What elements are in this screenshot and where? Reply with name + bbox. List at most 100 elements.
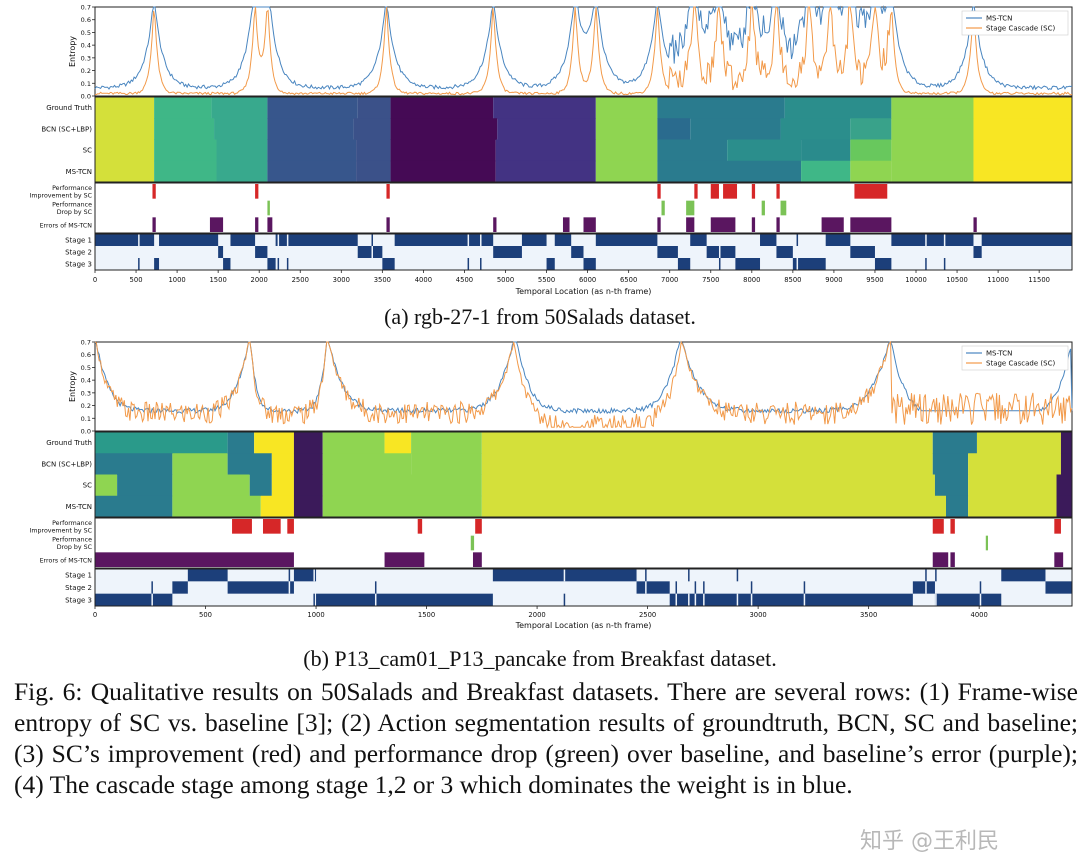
chart-a-stage-gap [943,234,946,246]
chart-a-seg-bcn-block [497,118,596,140]
chart-a-seg-sc-block [595,139,658,162]
chart-a-seg-ground-truth-block [390,97,494,119]
chart-b-xtick-label: 3000 [749,611,766,619]
chart-a-stage-flicker [718,258,721,270]
chart-a-stage-block [230,234,256,246]
chart-b-ylabel: Entropy [68,371,77,402]
chart-a-seg-ground-truth-block [595,97,658,119]
chart-b-perf-errors-mark [932,552,949,567]
chart-b-stage-gap [288,581,291,594]
chart-a-xtick-label: 0 [93,276,97,284]
chart-a-seg-sc-block [727,139,802,162]
chart-b-seg-sc-block [934,474,969,497]
chart-a-perf-label-errors: Errors of MS-TCN [40,223,93,230]
chart-a-perf-errors-mark [386,217,390,232]
chart-a-stage-block [583,258,596,270]
chart-b-stage-block [1045,581,1072,594]
chart-b-stage-flicker [151,581,153,594]
chart-a-perf-errors-mark [209,217,224,232]
chart-b-perf-improvement-mark [232,519,252,534]
chart-a-ytick-label: 0.5 [81,29,91,37]
chart-b-seg-bcn-block [1060,453,1072,475]
chart-b-seg-bcn-block [293,453,323,475]
chart-a-seg-ms-tcn-block [356,160,391,183]
chart-a-xtick-label: 3000 [333,276,350,284]
chart-a-stage-block [159,234,219,246]
chart-a-stage-flicker [371,234,374,246]
chart-a-seg-ms-tcn-block [216,160,268,183]
chart-a-xtick-label: 10500 [946,276,968,284]
chart-b-seg-sc-block [271,474,294,497]
chart-a-perf-drop-mark [761,200,765,216]
chart-a-perf-improvement-mark [751,184,756,199]
chart-a-ytick-label: 0.0 [81,93,91,101]
chart-b-seg-sc-block [968,474,1057,497]
chart-b-perf-improvement-mark [932,519,944,534]
chart-b-perf-label-drop: Performance [52,537,92,544]
chart-a-series-sc [94,6,1073,96]
chart-b-stage-flicker [803,581,806,594]
chart-b-seg-ground-truth-block [293,432,323,454]
watermark: 知乎 @王利民 [860,829,999,854]
chart-a-xtick-label: 7500 [702,276,719,284]
chart-b-stage-gap [979,593,982,606]
chart-a-seg-bcn-block [595,118,658,140]
chart-b-perf-errors-mark [95,552,294,567]
chart-b-xtick-label: 0 [93,611,97,619]
chart-b-stage-flicker [925,569,927,582]
chart-a-perf-errors-mark [973,217,977,232]
chart-a-stage-block [850,246,875,258]
chart-b-perf-frame [94,517,1073,569]
chart-a-perf-errors-mark [562,217,570,232]
chart-b-seg-bcn-block [227,453,272,475]
chart-a-stage-block [521,234,547,246]
chart-b-perf-label-errors: Errors of MS-TCN [40,558,93,565]
chart-b-legend-label-sc: Stage Cascade (SC) [986,360,1055,368]
chart-a-xtick-label: 7000 [661,276,678,284]
chart-a-seg-sc-block [891,139,974,162]
chart-a-stage-gap [796,258,799,270]
chart-a-perf-errors-mark [710,217,736,232]
chart-b-perf-errors-mark [950,552,955,567]
chart-a-perf-label-improvement: Performance [52,185,92,192]
chart-a-seg-bcn-block [154,118,215,140]
chart-a-seg-ground-truth-block [211,97,268,119]
chart-b-seg-sc-block [249,474,272,497]
chart-a-stage-block [357,246,383,258]
chart-a-stage-flicker [943,258,946,270]
chart-b-seg-row-label: Ground Truth [46,439,92,447]
chart-b-perf-errors-mark [1054,552,1064,567]
chart-b-ytick-label: 0.7 [81,339,91,347]
chart-b-seg-ms-tcn-block [293,495,323,518]
chart-b-perf-drop-mark [985,535,989,551]
subfigure-a-caption: (a) rgb-27-1 from 50Salads dataset. [384,304,696,329]
chart-a-stage-block [735,258,761,270]
chart-b-perf-errors-mark [472,552,482,567]
chart-b-seg-ms-tcn-block [481,495,947,518]
chart-a-stage-block [95,234,155,246]
chart-b-stage-flicker [645,569,647,582]
chart-a-legend-label-sc: Stage Cascade (SC) [986,25,1055,33]
chart-b-seg-ms-tcn-block [95,495,173,518]
chart-a-xtick-label: 6500 [620,276,637,284]
chart-b-seg-ms-tcn-block [1056,495,1072,518]
chart-a-xtick-label: 8500 [784,276,801,284]
chart-b-seg-bcn-block [411,453,482,475]
chart-a-seg-bcn-block [95,118,155,140]
chart-b-series-ms-tcn [94,341,1073,415]
chart-a-ytick-label: 0.1 [81,80,91,88]
chart-b-stage-flicker [736,569,739,582]
chart-a-seg-ground-truth-block [493,97,596,119]
chart-b-seg-sc-block [117,474,173,497]
chart-a-stage-block [255,246,268,258]
chart-b-stage-block [1001,569,1046,582]
subfigure-b-caption: (b) P13_cam01_P13_pancake from Breakfast… [303,646,777,671]
chart-a-seg-sc-block [267,139,357,162]
chart-a-perf-errors-mark [255,217,259,232]
chart-a-seg-bcn-block [353,118,391,140]
chart-a-seg-sc-block [850,139,892,162]
chart-a-perf-errors-mark [751,217,756,232]
chart-b-perf-label-drop-2: Drop by SC [57,544,93,551]
chart-a-xtick-label: 11000 [987,276,1009,284]
chart-b-stage-gap [750,593,753,606]
